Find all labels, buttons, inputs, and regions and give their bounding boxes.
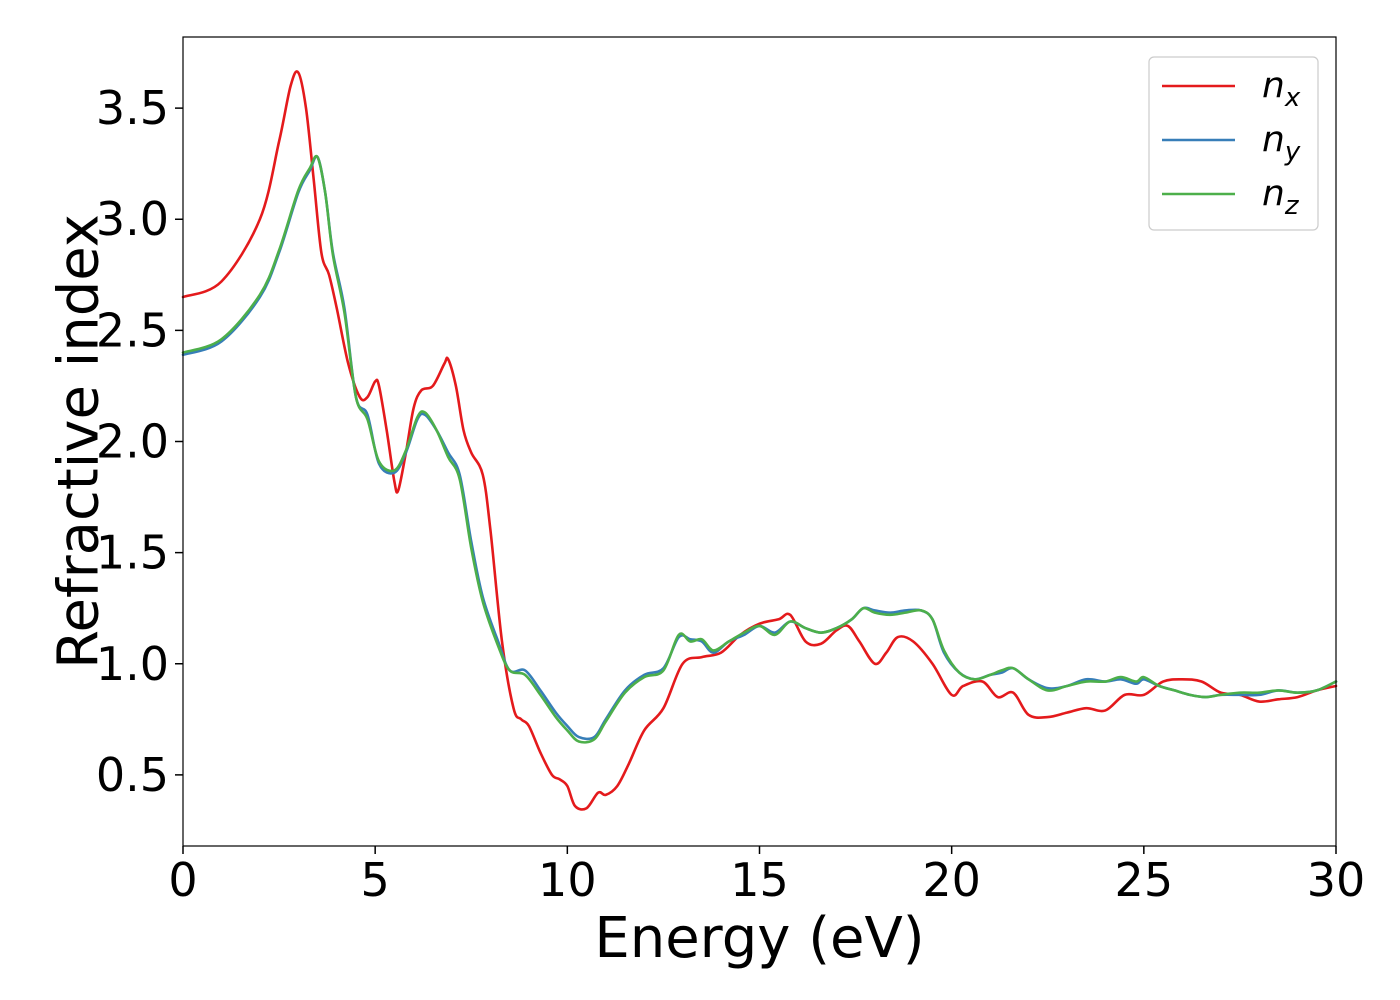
y-tick-label: 1.5 (96, 526, 169, 580)
y-tick-label: 2.5 (96, 303, 169, 357)
legend-label-subscript: y (1284, 137, 1301, 167)
x-tick-label: 30 (1307, 853, 1366, 907)
series-line-n-x (181, 70, 1338, 811)
x-tick-label: 20 (922, 853, 981, 907)
y-tick-label: 3.0 (96, 192, 169, 246)
y-axis-label: Refractive index (47, 214, 112, 669)
x-tick-label: 5 (361, 853, 390, 907)
legend-label-subscript: x (1284, 83, 1301, 113)
x-axis-ticks: 0 5 10 15 20 25 30 (168, 846, 1365, 907)
x-tick-label: 0 (168, 853, 197, 907)
y-axis-ticks: 0.5 1.0 1.5 2.0 2.5 3.0 3.5 (96, 81, 183, 802)
y-tick-label: 1.0 (96, 637, 169, 691)
series-line-n-y (181, 154, 1338, 741)
series-line-n-z (181, 154, 1338, 744)
series-layer (181, 70, 1338, 811)
legend-box (1148, 56, 1319, 231)
y-tick-label: 2.0 (96, 415, 169, 469)
x-tick-label: 15 (730, 853, 789, 907)
x-axis-label: Energy (eV) (594, 906, 924, 971)
x-tick-label: 10 (538, 853, 597, 907)
x-tick-label: 25 (1115, 853, 1174, 907)
y-tick-label: 3.5 (96, 81, 169, 135)
y-tick-label: 0.5 (96, 748, 169, 802)
legend-label-subscript: z (1284, 191, 1300, 221)
